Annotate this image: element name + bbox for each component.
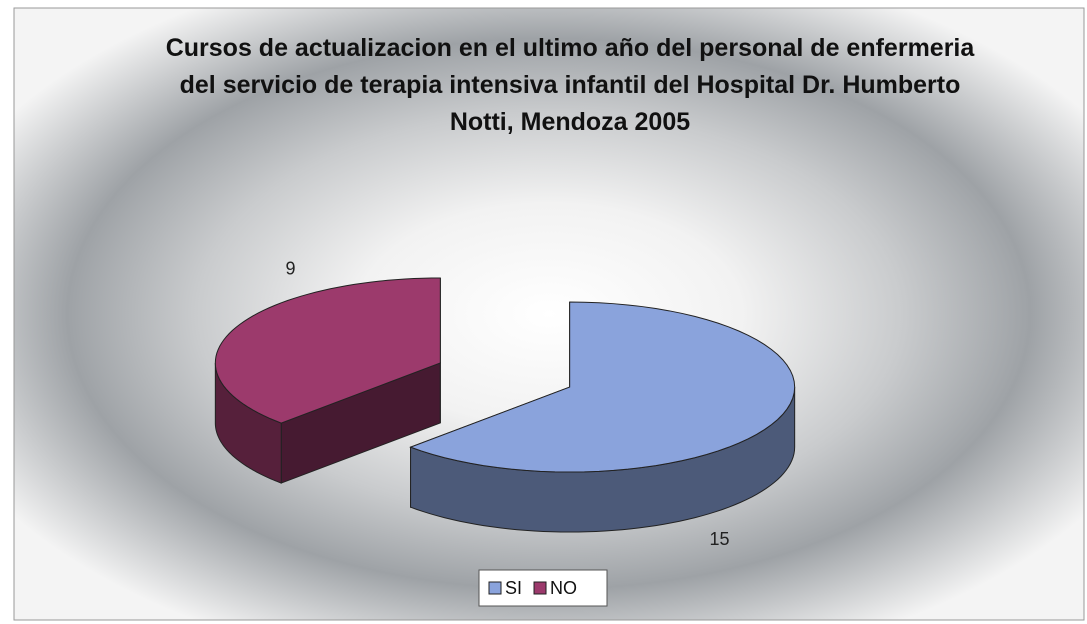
legend-swatch <box>488 581 502 595</box>
legend: SI NO <box>478 569 608 607</box>
legend-label: NO <box>550 578 577 598</box>
slice-top <box>214 277 441 424</box>
slice-top <box>409 301 796 473</box>
pie-slice <box>409 301 796 533</box>
legend-label: SI <box>505 578 522 598</box>
data-label: 9 <box>285 259 295 279</box>
chart-title: Cursos de actualizacion en el ultimo año… <box>165 34 975 136</box>
data-label: 15 <box>709 529 729 549</box>
legend-swatch <box>533 581 547 595</box>
pie-slice <box>214 277 441 484</box>
